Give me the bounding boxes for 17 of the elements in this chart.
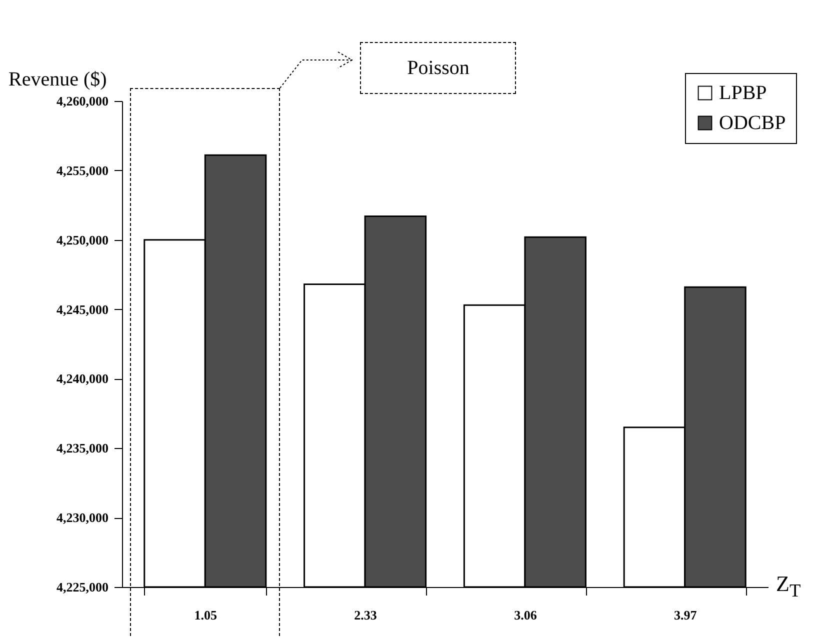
x-tick-label: 2.33	[354, 608, 378, 622]
x-axis-title: Z$_{T}$	[776, 571, 801, 602]
x-tick-label: 1.05	[194, 608, 218, 622]
y-tick-label: 4,225,000	[56, 580, 108, 594]
y-tick-label: 4,250,000	[56, 232, 108, 248]
y-tick-label: 4,240,000	[56, 371, 108, 386]
y-tick-label: 4,235,000	[56, 440, 108, 456]
y-axis-title: Revenue ($)	[8, 68, 107, 90]
x-tick-label: 3.97	[674, 608, 698, 622]
legend-label: ODCBP	[719, 112, 786, 134]
y-tick-label: 4,260,000	[56, 94, 108, 108]
text: Poisson	[360, 42, 516, 94]
y-tick-label: 4,245,000	[56, 302, 108, 317]
y-tick-label: 4,230,000	[56, 510, 108, 526]
y-tick-label: 4,255,000	[56, 162, 108, 178]
legend-label: LPBP	[719, 82, 767, 104]
x-tick-label: 3.06	[514, 608, 538, 622]
